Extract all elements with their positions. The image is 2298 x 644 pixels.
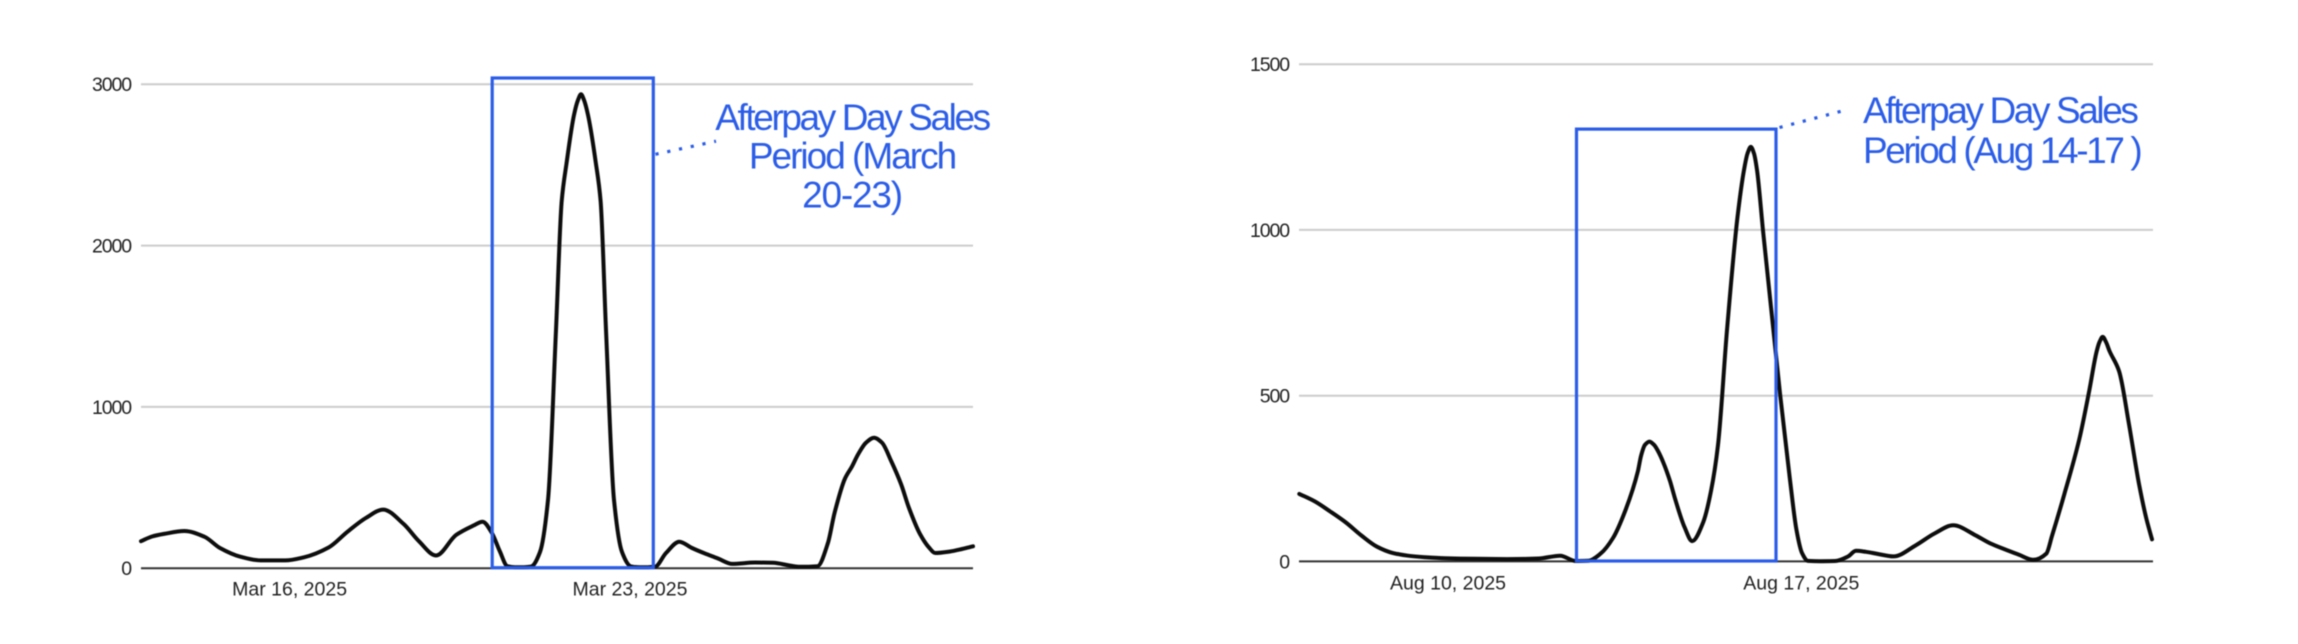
svg-text:0: 0 (121, 558, 132, 580)
svg-text:Period (Aug 14-17 ): Period (Aug 14-17 ) (1863, 130, 2141, 171)
svg-text:Aug 17, 2025: Aug 17, 2025 (1743, 572, 1859, 594)
svg-text:Period (March: Period (March (749, 135, 956, 176)
svg-text:Mar 23, 2025: Mar 23, 2025 (573, 579, 688, 601)
svg-text:3000: 3000 (92, 74, 132, 96)
svg-text:20-23): 20-23) (802, 174, 902, 215)
svg-text:500: 500 (1260, 386, 1290, 408)
svg-text:Afterpay Day Sales: Afterpay Day Sales (715, 97, 990, 138)
svg-text:Mar 16, 2025: Mar 16, 2025 (232, 579, 347, 601)
svg-text:Aug 10, 2025: Aug 10, 2025 (1390, 572, 1506, 594)
svg-text:1000: 1000 (1250, 220, 1290, 242)
svg-text:1500: 1500 (1250, 54, 1290, 76)
svg-text:Afterpay Day Sales: Afterpay Day Sales (1863, 90, 2138, 131)
svg-text:1000: 1000 (92, 397, 132, 419)
svg-text:0: 0 (1279, 551, 1290, 573)
svg-text:2000: 2000 (92, 236, 132, 258)
